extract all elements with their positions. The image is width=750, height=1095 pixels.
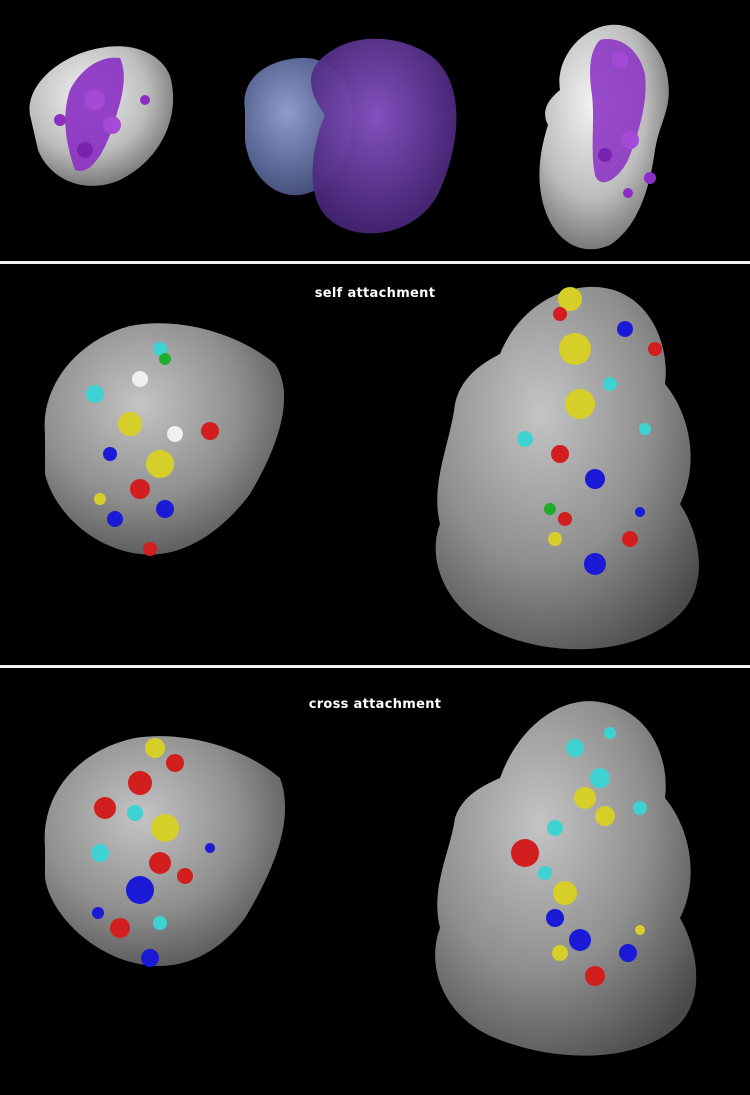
self-left-molecule [44, 323, 285, 556]
self-attachment-panel: self attachment [0, 264, 750, 665]
self-attachment-structures [44, 286, 699, 650]
self-attachment-caption: self attachment [314, 286, 436, 301]
overview-left-molecule [29, 46, 174, 186]
cross-attachment-caption: cross attachment [308, 697, 442, 712]
separator-middle [0, 665, 750, 668]
overview-right-molecule [539, 24, 669, 250]
overview-structures [29, 24, 669, 250]
overview-panel [0, 0, 750, 261]
separator-top [0, 261, 750, 264]
cross-left-molecule [44, 736, 286, 967]
cross-attachment-structures [44, 701, 697, 1056]
overview-complex [244, 38, 457, 234]
cross-attachment-panel: cross attachment [0, 668, 750, 1095]
cross-right-molecule [435, 701, 697, 1056]
self-right-molecule [435, 286, 699, 650]
